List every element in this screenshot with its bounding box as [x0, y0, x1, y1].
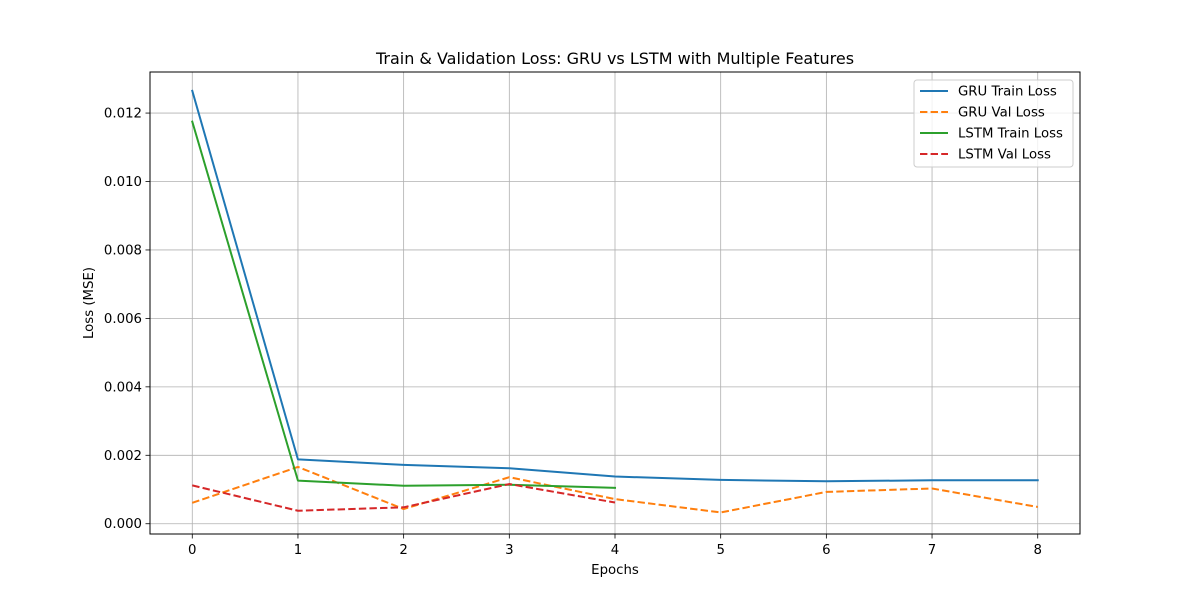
- series-lines: [191, 89, 1039, 514]
- x-axis: 0 1 2 3 4 5 6 7 8: [188, 534, 1042, 558]
- legend-label: LSTM Train Loss: [958, 127, 1063, 142]
- legend-label: GRU Train Loss: [958, 85, 1057, 100]
- x-tick-label: 0: [188, 543, 196, 558]
- y-axis: 0.000 0.002 0.004 0.006 0.008 0.010 0.012: [104, 107, 150, 532]
- y-tick-label: 0.004: [104, 380, 142, 395]
- y-tick-label: 0.000: [104, 517, 142, 532]
- x-tick-label: 6: [822, 543, 830, 558]
- x-tick-label: 3: [505, 543, 513, 558]
- x-tick-label: 1: [294, 543, 302, 558]
- y-tick-label: 0.012: [104, 107, 142, 122]
- legend-label: GRU Val Loss: [958, 106, 1045, 121]
- series-line-gru-train-loss: [191, 89, 1039, 483]
- x-axis-title: Epochs: [591, 563, 639, 578]
- legend-box: [913, 79, 1074, 168]
- y-tick-label: 0.010: [104, 175, 142, 190]
- y-tick-label: 0.006: [104, 312, 142, 327]
- y-tick-label: 0.008: [104, 243, 142, 258]
- legend-label: LSTM Val Loss: [958, 148, 1051, 163]
- y-tick-label: 0.002: [104, 449, 142, 464]
- x-tick-label: 2: [399, 543, 407, 558]
- chart-title: Train & Validation Loss: GRU vs LSTM wit…: [375, 49, 854, 68]
- y-axis-title: Loss (MSE): [82, 267, 97, 339]
- x-tick-label: 5: [716, 543, 724, 558]
- x-tick-label: 8: [1033, 543, 1041, 558]
- series-line-lstm-val-loss: [192, 483, 616, 512]
- legend: GRU Train Loss GRU Val Loss LSTM Train Los…: [913, 79, 1074, 168]
- series-line-gru-val-loss: [191, 465, 1038, 514]
- x-tick-label: 4: [611, 543, 619, 558]
- series-line-lstm-train-loss: [191, 120, 617, 489]
- x-tick-label: 7: [928, 543, 936, 558]
